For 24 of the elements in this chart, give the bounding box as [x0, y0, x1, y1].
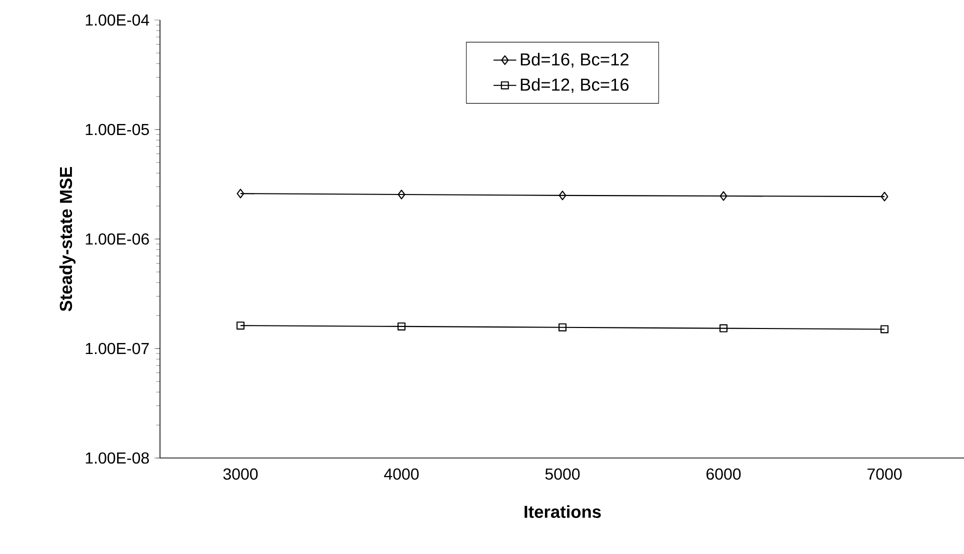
- y-tick-label: 1.00E-07: [86, 342, 149, 354]
- point: [558, 323, 566, 332]
- x-tick-label: 6000: [706, 468, 741, 480]
- y-tick-label: 1.00E-08: [86, 452, 149, 464]
- point: [236, 322, 245, 330]
- legend-label: Bd=12, Bc=16: [520, 78, 629, 93]
- point: [880, 325, 888, 334]
- x-tick-label: 4000: [384, 468, 419, 480]
- x-tick-label: 3000: [223, 468, 258, 480]
- x-tick-label: 7000: [868, 468, 902, 480]
- point: [398, 190, 406, 200]
- x-tick-label: 5000: [545, 468, 580, 480]
- point: [720, 191, 728, 201]
- point: [719, 324, 728, 332]
- y-tick-label: 1.00E-04: [86, 14, 150, 26]
- point: [558, 190, 566, 200]
- y-tick-label: 1.00E-05: [86, 124, 149, 136]
- legend-label: Bd=16, Bc=12: [520, 52, 628, 68]
- y-axis-title: Steady-state MSE: [59, 166, 76, 312]
- y-tick-label: 1.00E-06: [86, 233, 149, 245]
- point: [236, 188, 244, 198]
- point: [398, 322, 406, 330]
- x-axis-title: Iterations: [524, 505, 601, 518]
- point: [880, 192, 888, 202]
